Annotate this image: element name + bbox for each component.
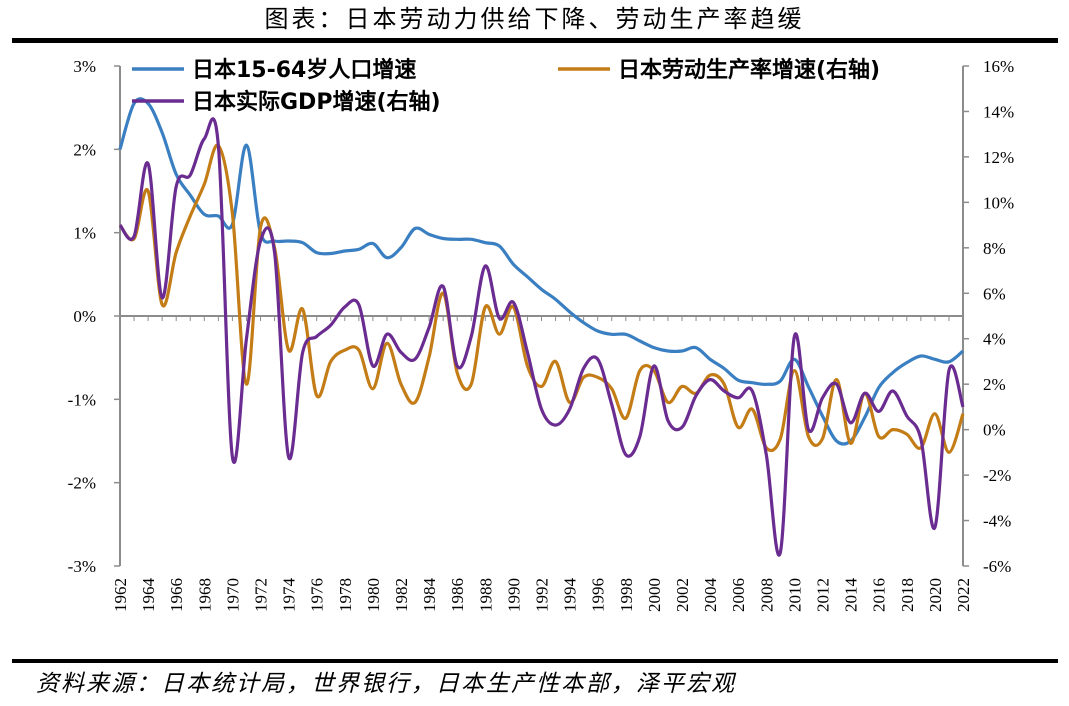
x-tick-label: 1994 — [561, 578, 580, 613]
top-rule — [12, 38, 1058, 43]
right-tick-label: 12% — [983, 148, 1014, 167]
legend-label-3: 日本实际GDP增速(右轴) — [192, 89, 441, 115]
x-tick-label: 1990 — [504, 578, 523, 612]
right-tick-label: -4% — [983, 512, 1011, 531]
left-tick-label: -1% — [68, 390, 96, 409]
right-tick-label: 4% — [983, 330, 1006, 349]
x-tick-label: 2006 — [729, 578, 748, 612]
x-tick-label: 1964 — [139, 578, 158, 613]
x-tick-label: 2004 — [701, 578, 720, 613]
x-tick-label: 1998 — [617, 578, 636, 612]
x-tick-label: 1978 — [336, 578, 355, 612]
left-tick-label: 2% — [73, 140, 96, 159]
left-tick-label: -3% — [68, 557, 96, 576]
x-tick-label: 1968 — [195, 578, 214, 612]
x-tick-label: 1986 — [448, 578, 467, 612]
x-tick-label: 1976 — [308, 578, 327, 612]
right-tick-label: 10% — [983, 193, 1014, 212]
chart-title: 图表：日本劳动力供给下降、劳动生产率趋缓 — [264, 5, 805, 33]
series-line-3 — [118, 117, 965, 557]
x-tick-label: 2000 — [645, 578, 664, 612]
x-tick-label: 1984 — [420, 578, 439, 613]
x-tick-label: 2012 — [814, 578, 833, 612]
right-tick-label: 2% — [983, 375, 1006, 394]
left-tick-label: 3% — [73, 57, 96, 76]
right-tick-label: -6% — [983, 557, 1011, 576]
x-tick-label: 2014 — [842, 578, 861, 613]
x-tick-label: 2016 — [870, 578, 889, 612]
right-tick-label: 0% — [983, 421, 1006, 440]
legend-label-1: 日本15-64岁人口增速 — [192, 57, 416, 83]
x-tick-label: 2002 — [673, 578, 692, 612]
x-tick-label: 1996 — [589, 578, 608, 612]
x-tick-label: 1980 — [364, 578, 383, 612]
x-tick-label: 2022 — [954, 578, 973, 612]
right-tick-label: 6% — [983, 284, 1006, 303]
legend-label-2: 日本劳动生产率增速(右轴) — [618, 57, 880, 83]
right-tick-label: -2% — [983, 466, 1011, 485]
x-tick-label: 1992 — [533, 578, 552, 612]
x-tick-label: 1982 — [392, 578, 411, 612]
x-tick-label: 2018 — [898, 578, 917, 612]
bottom-rule — [12, 659, 1058, 663]
right-tick-label: 16% — [983, 57, 1014, 76]
x-tick-label: 1962 — [111, 578, 130, 612]
series-line-1 — [118, 97, 965, 446]
left-tick-label: -2% — [68, 474, 96, 493]
right-tick-label: 14% — [983, 102, 1014, 121]
x-tick-label: 1988 — [476, 578, 495, 612]
left-tick-label: 1% — [73, 224, 96, 243]
left-tick-label: 0% — [73, 307, 96, 326]
series-line-2 — [118, 143, 965, 454]
x-tick-label: 2020 — [926, 578, 945, 612]
right-tick-label: 8% — [983, 239, 1006, 258]
source-note: 资料来源：日本统计局，世界银行，日本生产性本部，泽平宏观 — [36, 671, 736, 697]
x-tick-label: 1966 — [167, 578, 186, 612]
x-tick-label: 2010 — [785, 578, 804, 612]
x-tick-label: 1972 — [252, 578, 271, 612]
x-tick-label: 2008 — [757, 578, 776, 612]
x-tick-label: 1970 — [223, 578, 242, 612]
x-tick-label: 1974 — [280, 578, 299, 613]
